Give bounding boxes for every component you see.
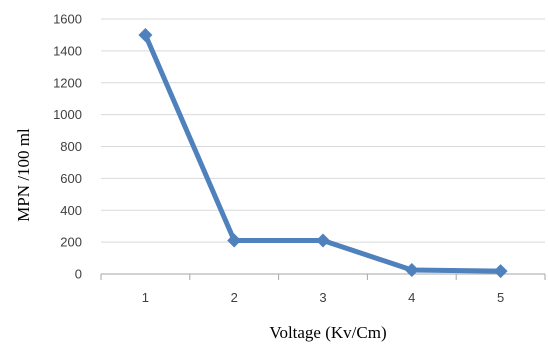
y-tick-label: 0 (75, 267, 82, 282)
y-tick-label: 600 (60, 171, 82, 186)
y-axis-title: MPN /100 ml (14, 128, 33, 222)
data-point-marker (138, 27, 153, 42)
y-tick-label: 1000 (53, 107, 82, 122)
data-point-marker (493, 264, 508, 279)
y-tick-label: 400 (60, 203, 82, 218)
data-point-marker (316, 233, 330, 248)
data-point-marker (227, 233, 242, 248)
y-tick-label: 1200 (53, 75, 82, 90)
x-tick-label: 2 (231, 290, 238, 305)
y-tick-label: 1400 (53, 43, 82, 58)
y-tick-label: 200 (60, 235, 82, 250)
data-series (138, 27, 508, 279)
x-tick-label: 1 (142, 290, 149, 305)
y-tick-label: 1600 (53, 12, 82, 27)
gridlines (101, 18, 545, 243)
x-axis: 1 2 3 4 5 (100, 273, 546, 305)
y-tick-label: 800 (60, 139, 82, 154)
y-axis-ticks: 0 200 400 600 800 1000 1200 1400 1600 (53, 12, 82, 282)
x-tick-label: 5 (497, 290, 504, 305)
data-point-marker (404, 263, 419, 278)
x-tick-label: 3 (319, 290, 326, 305)
x-tick-label: 4 (408, 290, 415, 305)
x-axis-title: Voltage (Kv/Cm) (269, 323, 386, 342)
